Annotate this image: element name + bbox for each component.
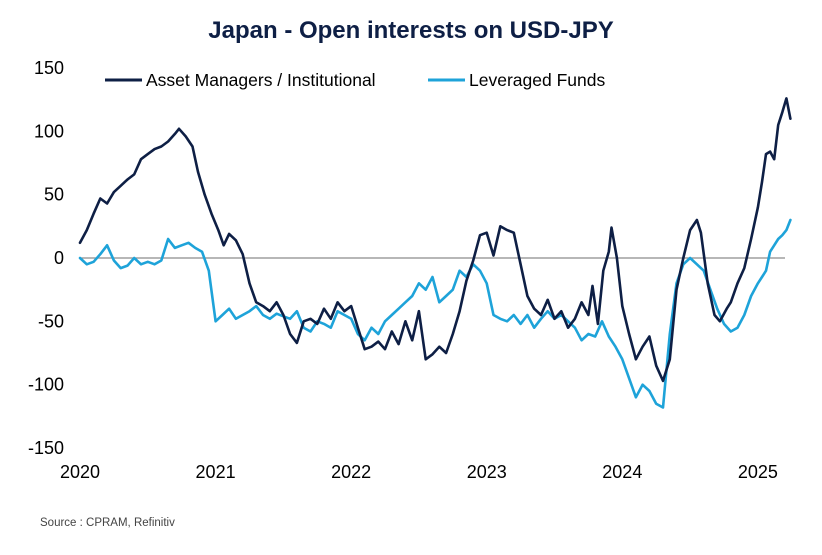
x-axis: 2020 2021 2022 2023 2024 2025 — [60, 462, 778, 482]
series-line-leveraged-funds — [78, 218, 792, 409]
y-tick-label: 150 — [34, 58, 64, 78]
x-tick-label: 2022 — [331, 462, 371, 482]
source-note: Source : CPRAM, Refinitiv — [40, 517, 175, 529]
legend-label-leveraged-funds: Leveraged Funds — [469, 70, 605, 90]
y-tick-label: -50 — [38, 311, 64, 331]
chart-title: Japan - Open interests on USD-JPY — [208, 17, 613, 44]
y-axis: 150 100 50 0 -50 -100 -150 — [28, 58, 64, 458]
series-group — [78, 97, 792, 409]
x-tick-label: 2024 — [602, 462, 642, 482]
y-tick-label: 0 — [54, 248, 64, 268]
y-tick-label: -100 — [28, 375, 64, 395]
x-tick-label: 2023 — [467, 462, 507, 482]
legend-label-asset-managers: Asset Managers / Institutional — [146, 70, 376, 90]
series-line-asset-managers — [78, 97, 792, 383]
x-tick-label: 2025 — [738, 462, 778, 482]
x-tick-label: 2020 — [60, 462, 100, 482]
y-tick-label: 100 — [34, 121, 64, 141]
legend: Asset Managers / Institutional Leveraged… — [105, 70, 605, 90]
y-tick-label: -150 — [28, 438, 64, 458]
y-tick-label: 50 — [44, 185, 64, 205]
x-tick-label: 2021 — [196, 462, 236, 482]
